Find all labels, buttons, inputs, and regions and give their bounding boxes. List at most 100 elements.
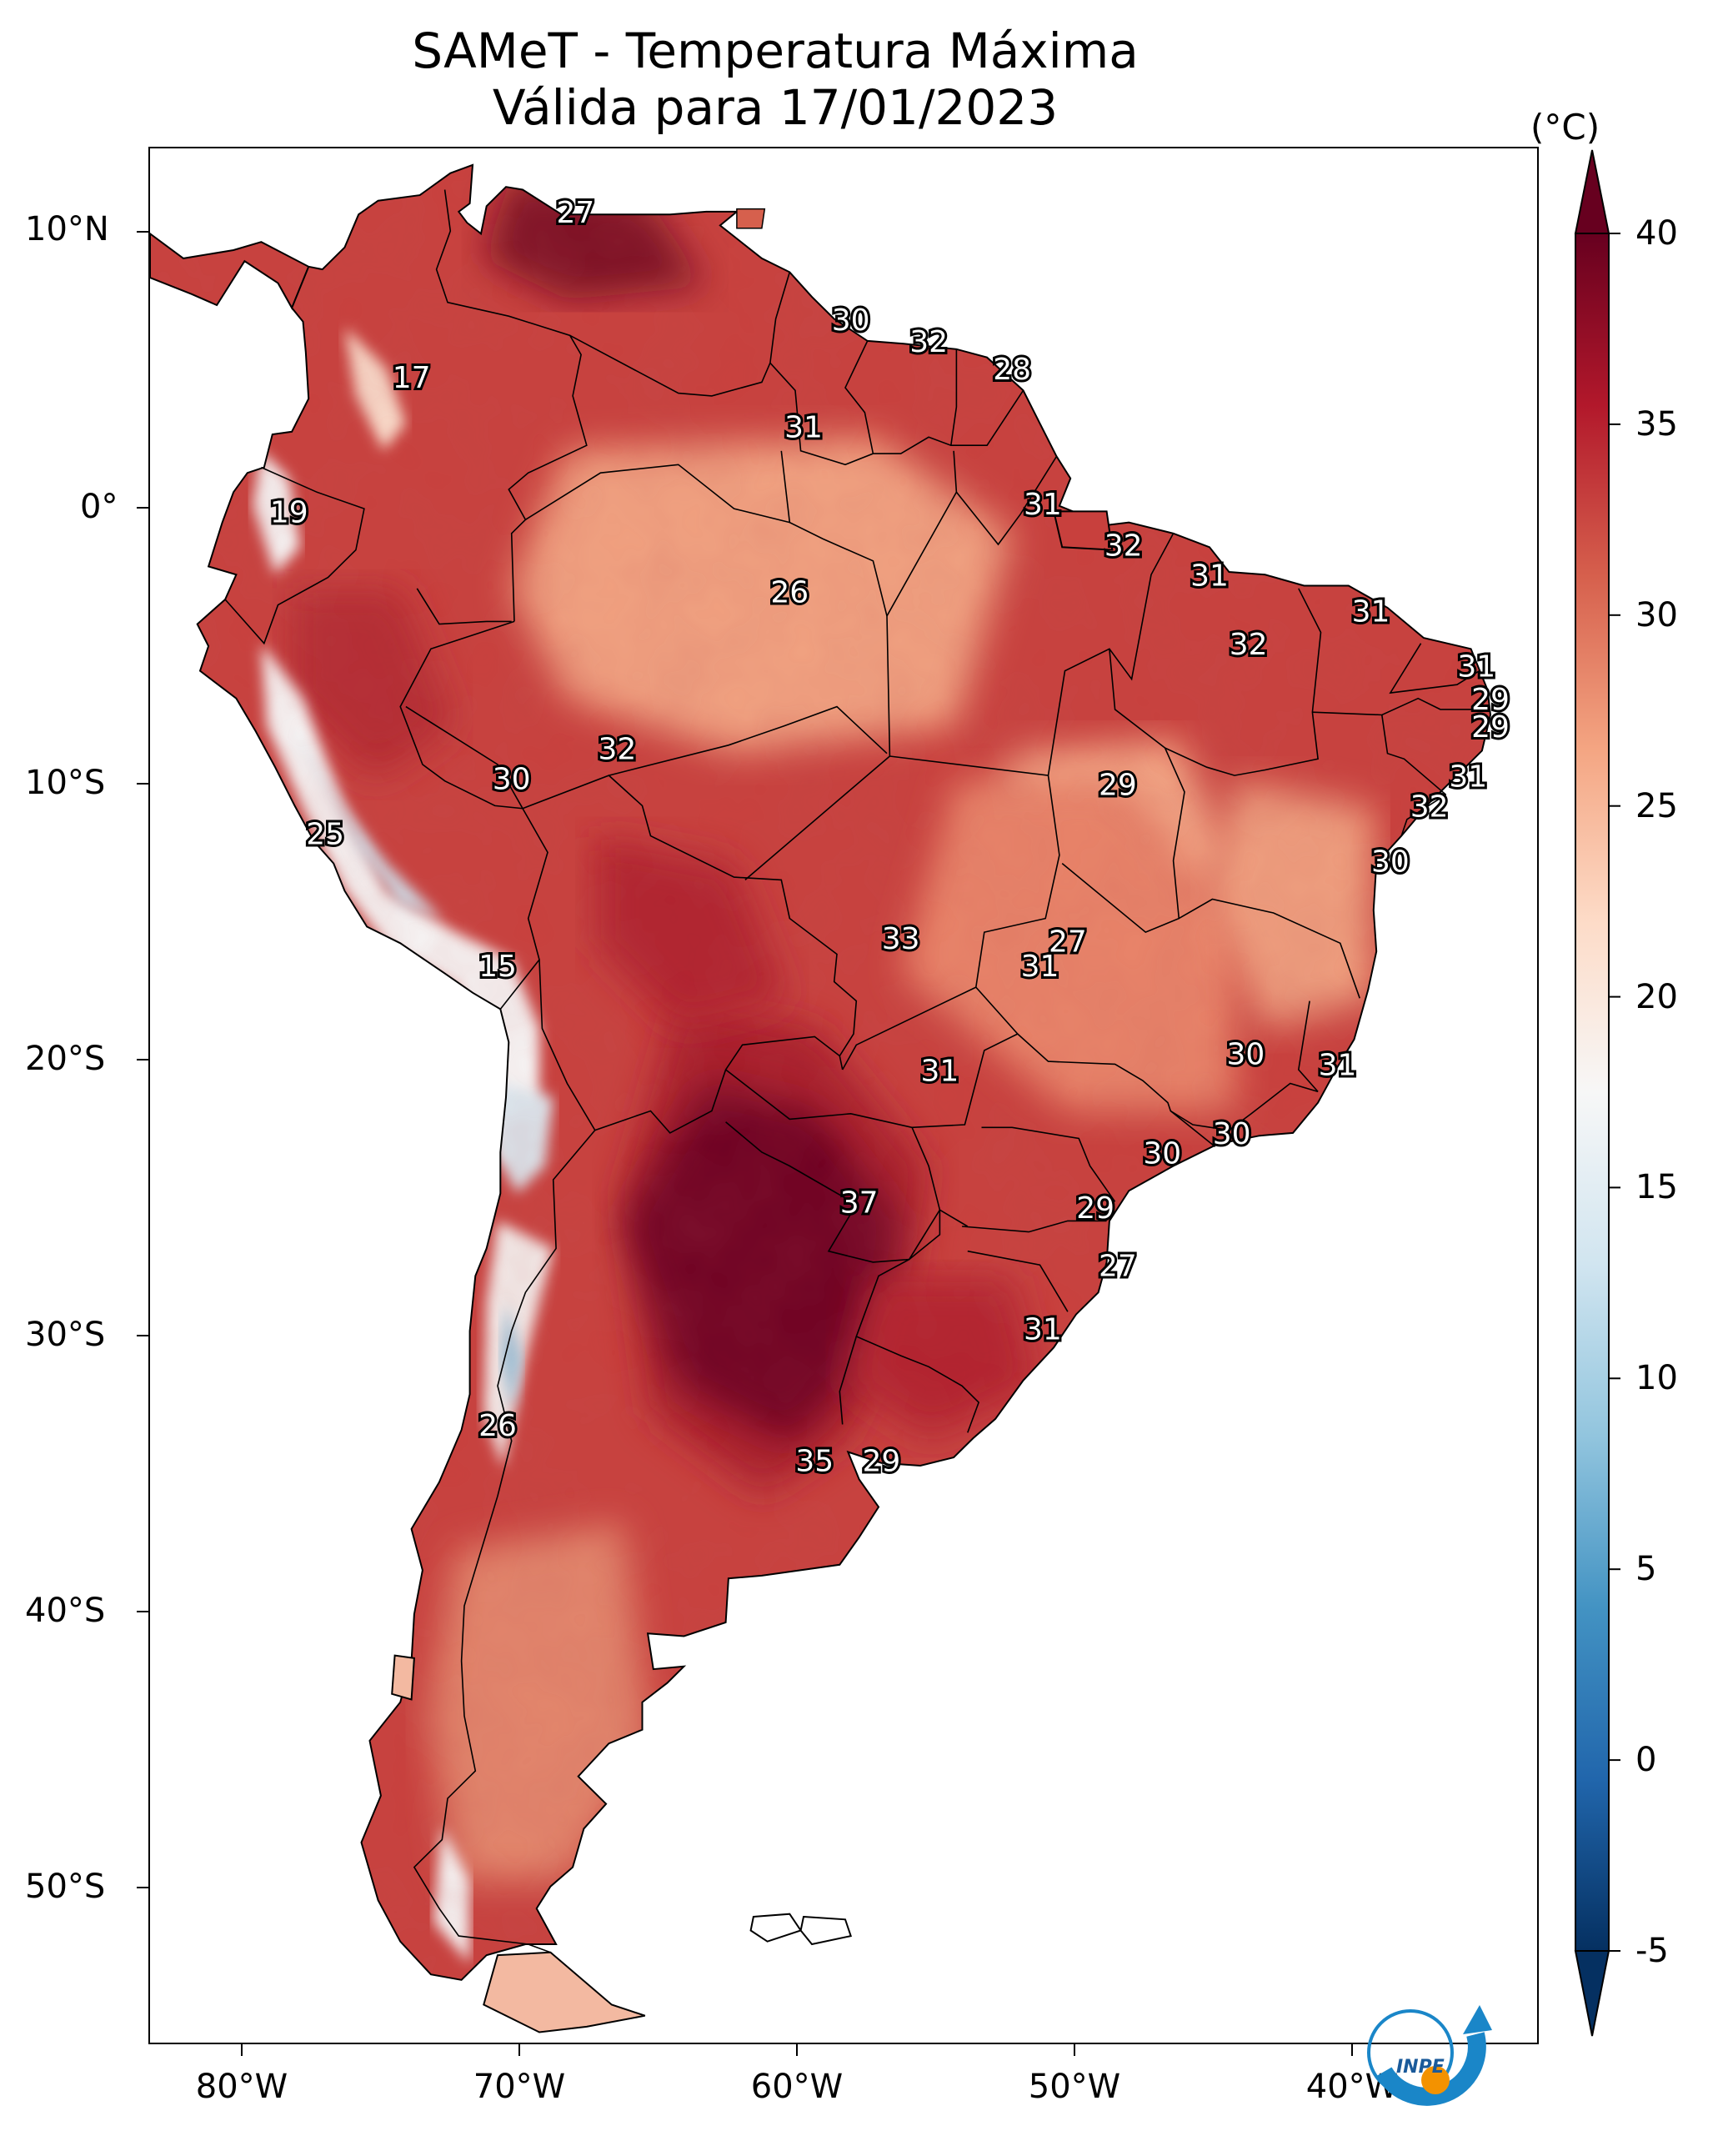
temperature-label: 30 — [493, 763, 531, 797]
border-line — [1061, 649, 1185, 934]
border-line — [1165, 588, 1322, 776]
colorbar-min-arrow — [1574, 1950, 1610, 2037]
lat-tick — [137, 1059, 148, 1060]
colorbar-label: 30 — [1635, 595, 1678, 634]
temperature-label: 29 — [1076, 1191, 1114, 1226]
border-line — [524, 464, 891, 881]
map-subtitle: Válida para 17/01/2023 — [492, 79, 1059, 136]
logo-swoosh — [1375, 2032, 1486, 2106]
temperature-label: 33 — [882, 922, 920, 956]
colorbar-label: 25 — [1635, 786, 1678, 825]
map-panel: 27 17 30 32 28 31 19 31 32 26 31 31 32 31 29 29 32 30 29 31… — [148, 147, 1539, 2044]
lon-tick — [241, 2044, 243, 2056]
inpe-logo: INPE — [1367, 2005, 1492, 2106]
border-line — [522, 775, 858, 1070]
state-borders — [224, 189, 1488, 2018]
lat-tick — [137, 1611, 148, 1612]
temperature-label: 32 — [1230, 628, 1268, 662]
lon-tick — [518, 2044, 520, 2056]
temperature-label: 31 — [1457, 649, 1495, 684]
border-line — [1381, 714, 1447, 795]
border-line — [842, 986, 977, 1070]
chiloe-island — [391, 1654, 415, 1701]
islands — [391, 208, 1114, 2033]
lat-tick — [137, 783, 148, 785]
border-line — [1297, 1000, 1319, 1092]
lat-tick — [137, 507, 148, 509]
colorbar-label: 0 — [1635, 1741, 1657, 1780]
border-line — [435, 189, 588, 622]
logo-arrow — [1463, 2005, 1492, 2034]
lat-label: 50°S — [25, 1868, 106, 1906]
colorbar-label: 15 — [1635, 1168, 1678, 1207]
lat-label: 30°S — [25, 1316, 106, 1354]
border-line — [1389, 643, 1480, 694]
temperature-label: 31 — [1024, 1312, 1062, 1346]
border-line — [844, 340, 874, 454]
temperature-label: 30 — [1371, 845, 1410, 880]
border-line — [1312, 697, 1488, 716]
colorbar — [1574, 149, 1620, 2037]
temperature-label: 19 — [270, 496, 308, 530]
colorbar-label: 10 — [1635, 1359, 1678, 1398]
temperature-label: 29 — [1099, 768, 1137, 802]
border-line — [886, 450, 958, 617]
temperature-label: 31 — [1352, 595, 1390, 629]
coastline — [150, 163, 1492, 1981]
temperature-label: 31 — [1024, 488, 1062, 522]
temperature-label: 26 — [478, 1409, 517, 1443]
temperature-label: 32 — [909, 325, 948, 359]
temperature-label: 25 — [306, 818, 344, 852]
temperature-label: 32 — [1410, 790, 1449, 825]
border-line — [1400, 794, 1447, 836]
colorbar-label: 5 — [1635, 1550, 1657, 1589]
border-line — [538, 960, 840, 1134]
border-line — [1178, 898, 1360, 999]
lon-tick — [1074, 2044, 1075, 2056]
temperature-label: 29 — [862, 1445, 900, 1479]
temperature-label: 30 — [1213, 1117, 1251, 1151]
temperature-label: 27 — [1099, 1250, 1137, 1284]
temperature-label: 31 — [1021, 950, 1059, 984]
temperature-label: 31 — [920, 1054, 959, 1088]
colorbar-gradient — [1575, 233, 1610, 1952]
border-line — [399, 620, 548, 1010]
lon-label: 70°W — [473, 2068, 566, 2106]
border-line — [855, 1209, 980, 1433]
trinidad-island — [736, 208, 766, 229]
border-line — [1047, 533, 1175, 776]
lon-label: 80°W — [195, 2068, 288, 2106]
lat-label: 20°S — [25, 1040, 106, 1078]
temperature-label: 37 — [840, 1186, 879, 1221]
border-line — [981, 1126, 1116, 1202]
temperature-label: 26 — [770, 575, 809, 609]
temperature-label: 35 — [795, 1445, 834, 1479]
temperature-label: 27 — [1049, 925, 1087, 959]
lon-label: 50°W — [1028, 2068, 1121, 2106]
border-line — [609, 705, 888, 776]
border-line — [955, 455, 1058, 546]
border-line — [569, 272, 791, 397]
border-line — [1170, 1082, 1319, 1131]
temperature-label: 31 — [784, 411, 823, 445]
border-line — [1017, 1033, 1216, 1148]
lat-tick — [137, 231, 148, 233]
border-line — [769, 362, 1024, 466]
lat-label: 10°S — [25, 764, 106, 802]
lat-label: 10°N — [25, 210, 109, 248]
lat-label: 40°S — [25, 1592, 106, 1630]
temperature-label: 27 — [556, 196, 594, 230]
border-line — [967, 1250, 1069, 1312]
border-line — [416, 588, 512, 625]
colorbar-label: 40 — [1635, 214, 1678, 253]
marajo-island — [1052, 510, 1114, 551]
lon-tick — [796, 2044, 798, 2056]
temperature-label: 31 — [1319, 1049, 1357, 1083]
temperature-label: 29 — [1471, 683, 1510, 717]
temperature-label: 28 — [993, 353, 1031, 387]
lat-label: 0° — [80, 488, 118, 526]
border-line — [405, 705, 523, 810]
texture-layer — [150, 164, 1490, 1980]
map-title: SAMeT - Temperatura Máxima — [412, 23, 1139, 79]
